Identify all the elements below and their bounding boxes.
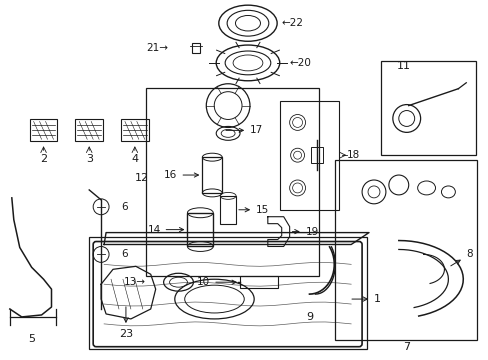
Text: 2: 2 [40, 154, 47, 164]
Bar [311, 147, 323, 163]
Text: 3: 3 [85, 154, 93, 164]
Bar [187, 213, 213, 247]
Bar [240, 276, 277, 288]
Text: 1: 1 [351, 294, 380, 304]
Text: ←22: ←22 [281, 18, 303, 28]
Text: 9: 9 [305, 312, 312, 322]
Text: 12: 12 [134, 173, 148, 183]
Text: 16: 16 [164, 170, 198, 180]
Text: 7: 7 [402, 342, 409, 352]
Text: 8: 8 [450, 249, 472, 266]
Bar [202, 157, 222, 193]
Bar [30, 120, 57, 141]
Text: 19: 19 [292, 226, 318, 237]
Bar [89, 237, 366, 349]
Bar [380, 61, 475, 155]
Bar [279, 100, 339, 210]
Bar [121, 120, 148, 141]
Text: 21→: 21→ [146, 43, 168, 53]
Text: 6: 6 [121, 202, 127, 212]
Bar [335, 160, 476, 340]
Text: ←20: ←20 [289, 58, 311, 68]
Text: 18: 18 [346, 150, 360, 160]
Text: 6: 6 [121, 249, 127, 260]
Text: 14: 14 [147, 225, 183, 235]
Text: 10: 10 [197, 277, 236, 287]
Text: 13→: 13→ [123, 277, 145, 287]
Text: 4: 4 [131, 154, 138, 164]
Text: 23: 23 [119, 307, 133, 339]
Text: 5: 5 [28, 334, 35, 344]
Text: 15: 15 [238, 205, 268, 215]
Bar [220, 196, 236, 224]
Text: 17: 17 [225, 125, 263, 135]
Bar [145, 88, 319, 276]
Bar [192, 43, 200, 53]
Text: 11: 11 [396, 61, 410, 71]
Bar [75, 120, 103, 141]
